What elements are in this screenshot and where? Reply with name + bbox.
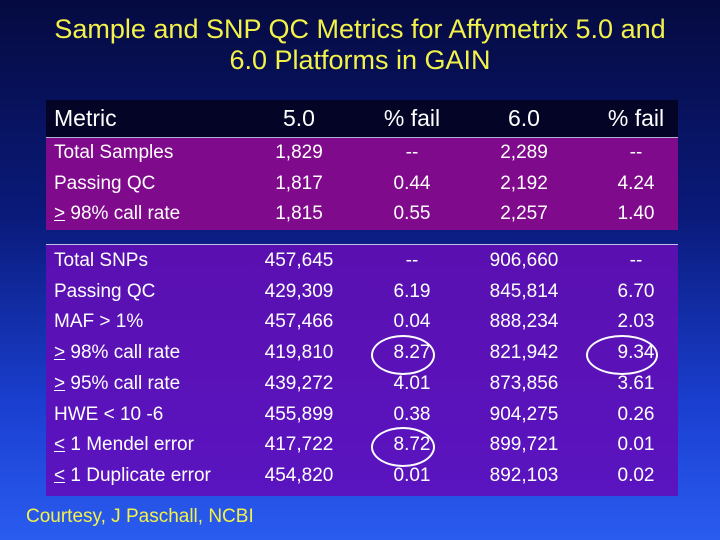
value-5-0: 1,829 [275,142,323,163]
fail-6-0: 0.26 [617,403,655,425]
value-6-0: 2,192 [500,172,548,194]
value-6-0: 899,721 [489,434,559,456]
value-6-0: 888,234 [489,311,559,333]
fail-5-0: 6.19 [393,280,431,302]
table-row: MAF > 1% 457,466 0.04 888,234 2.03 [46,307,678,337]
value-5-0: 439,272 [264,372,334,394]
metric-text: Total SNPs [54,250,148,271]
fail-5-0: 0.55 [393,203,431,224]
metric-prefix: > [54,203,66,224]
snp-metrics-block [46,244,678,496]
value-5-0: 1,817 [275,172,323,194]
metric-prefix: > [54,372,66,394]
fail-6-0: -- [629,142,643,163]
metric-label: MAF > 1% [54,307,143,337]
fail-5-0: 0.44 [393,172,431,194]
slide-title: Sample and SNP QC Metrics for Affymetrix… [0,14,720,76]
metric-text: 95% call rate [65,372,181,394]
table-row: < 1 Mendel error 417,722 8.72 899,721 0.01 [46,430,678,460]
metric-label: > 95% call rate [54,369,180,399]
metric-prefix: < [54,464,66,486]
metric-text: Passing QC [54,172,156,194]
value-6-0: 2,257 [500,203,548,224]
value-5-0: 454,820 [264,464,334,486]
header-metric: Metric [54,105,117,131]
highlight-circle-6-0-call-rate [586,335,658,375]
value-6-0: 845,814 [489,280,559,302]
fail-5-0: 0.01 [393,464,431,486]
fail-6-0: 1.40 [617,203,655,224]
table-row: > 98% call rate 419,810 8.27 821,942 9.34 [46,338,678,368]
metric-text: HWE < 10 -6 [54,403,164,425]
metric-text: 1 Mendel error [65,434,194,456]
fail-5-0: 4.01 [393,372,431,394]
fail-6-0: 3.61 [617,372,655,394]
table-header-background [46,100,678,138]
value-6-0: 904,275 [489,403,559,425]
metric-text: Passing QC [54,280,156,302]
value-6-0: 892,103 [489,464,559,486]
table-row: Passing QC 1,817 0.44 2,192 4.24 [46,169,678,199]
metric-prefix: < [54,434,66,456]
fail-6-0: 6.70 [617,280,655,302]
value-5-0: 457,645 [264,250,334,271]
value-5-0: 429,309 [264,280,334,302]
table-row: Passing QC 429,309 6.19 845,814 6.70 [46,277,678,307]
metric-label: HWE < 10 -6 [54,400,163,430]
fail-6-0: 4.24 [617,172,655,194]
fail-6-0: 0.01 [617,434,655,456]
fail-5-0: -- [405,250,419,271]
metric-text: 98% call rate [65,203,181,224]
courtesy-footer: Courtesy, J Paschall, NCBI [26,506,254,527]
header-5-0: 5.0 [283,105,315,131]
metric-text: 98% call rate [65,342,181,364]
metric-label: Total SNPs [54,246,148,276]
table-row: HWE < 10 -6 455,899 0.38 904,275 0.26 [46,400,678,430]
header-fail-6-0: % fail [607,105,665,131]
sample-metrics-block [46,138,678,230]
fail-5-0: -- [405,142,419,163]
metric-label: Passing QC [54,169,155,199]
value-6-0: 873,856 [489,372,559,394]
metric-label: Passing QC [54,277,155,307]
metric-label: Total Samples [54,138,173,168]
value-6-0: 906,660 [489,250,559,271]
header-6-0: 6.0 [508,105,540,131]
metric-prefix: > [54,342,66,364]
slide-title-line-1: Sample and SNP QC Metrics for Affymetrix… [54,14,666,44]
value-5-0: 457,466 [264,311,334,333]
fail-5-0: 0.04 [393,311,431,333]
metric-label: < 1 Duplicate error [54,461,211,491]
metric-label: > 98% call rate [54,199,180,229]
value-5-0: 455,899 [264,403,334,425]
value-5-0: 1,815 [275,203,323,224]
metric-label: > 98% call rate [54,338,180,368]
table-row: Total SNPs 457,645 -- 906,660 -- [46,246,678,276]
value-6-0: 2,289 [500,142,548,163]
value-6-0: 821,942 [489,342,559,364]
header-fail-5-0: % fail [383,105,441,131]
table-header-row: Metric 5.0 % fail 6.0 % fail [46,103,678,133]
fail-6-0: -- [629,250,643,271]
value-5-0: 419,810 [264,342,334,364]
table-row: Total Samples 1,829 -- 2,289 -- [46,138,678,168]
fail-6-0: 2.03 [617,311,655,333]
metric-text: MAF > 1% [54,311,144,333]
table-row: < 1 Duplicate error 454,820 0.01 892,103 0.0… [46,461,678,491]
metric-text: 1 Duplicate error [65,464,211,486]
value-5-0: 417,722 [264,434,334,456]
highlight-circle-5-0-call-rate [371,335,435,375]
table-row: > 95% call rate 439,272 4.01 873,856 3.61 [46,369,678,399]
metric-text: Total Samples [54,142,174,163]
slide-title-line-2: 6.0 Platforms in GAIN [229,45,491,75]
fail-6-0: 0.02 [617,464,655,486]
table-row: > 98% call rate 1,815 0.55 2,257 1.40 [46,199,678,229]
metric-label: < 1 Mendel error [54,430,194,460]
highlight-circle-mendel-error [371,427,435,467]
fail-5-0: 0.38 [393,403,431,425]
